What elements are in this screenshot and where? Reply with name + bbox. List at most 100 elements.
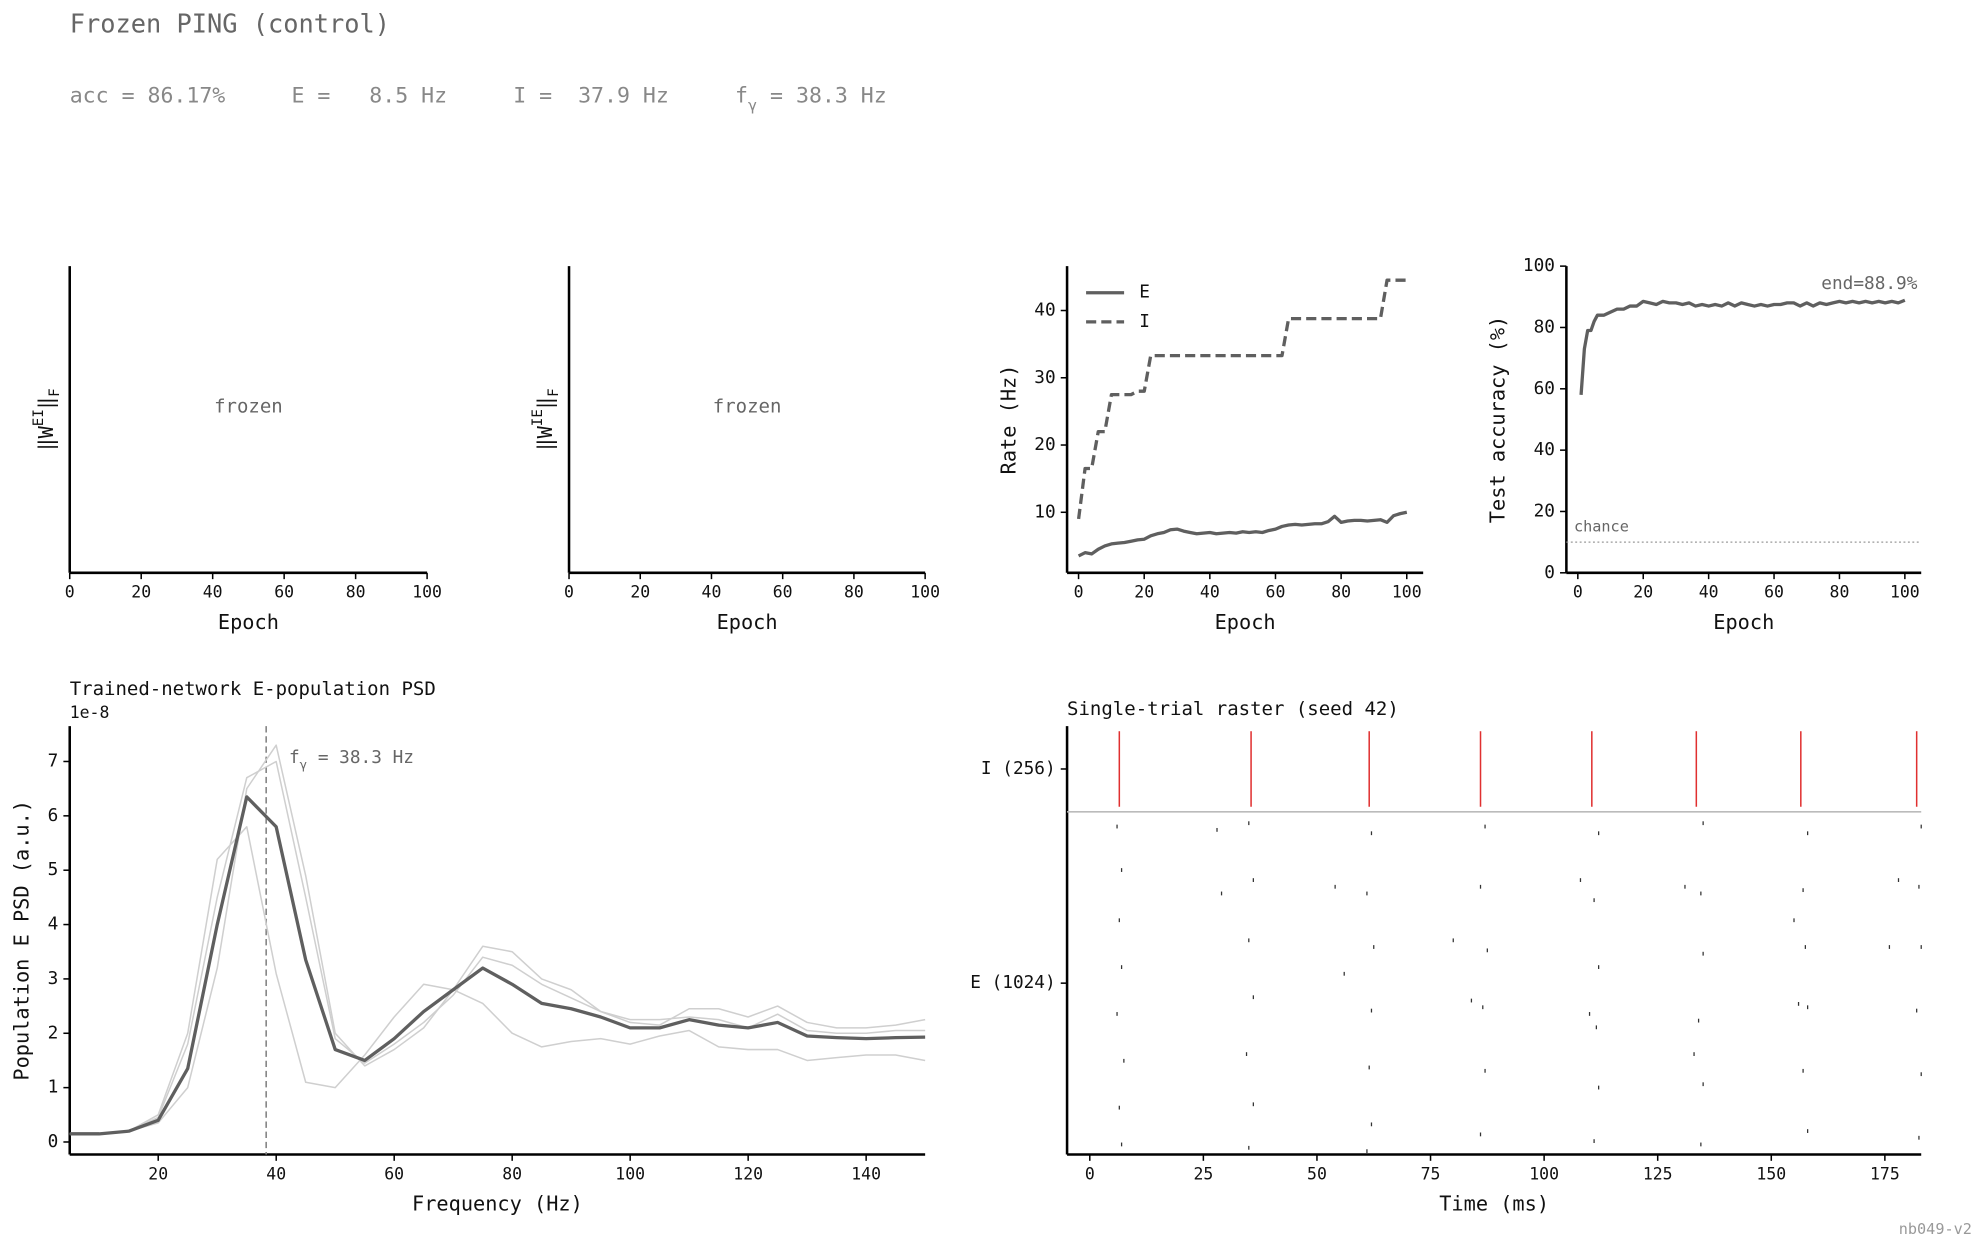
e-spike [1918, 884, 1920, 889]
series-line [1077, 510, 1408, 558]
x-tick-label: 100 [615, 1164, 645, 1183]
stat-part: f [735, 83, 748, 108]
x-tick-label: 60 [384, 1164, 404, 1183]
series-line [69, 744, 926, 1135]
e-spike [1797, 1001, 1800, 1006]
y-tick-label: 100 [1523, 256, 1555, 276]
stat-part: = 38.3 Hz [757, 83, 887, 108]
e-spike [1598, 831, 1600, 836]
y-axis-label: Rate (Hz) [997, 365, 1021, 475]
e-spike [1897, 878, 1900, 882]
annotation: frozen [713, 395, 782, 417]
e-spike [1920, 824, 1922, 829]
e-spike [1252, 1102, 1254, 1107]
e-spike [1370, 1122, 1373, 1127]
e-spike [1368, 1065, 1370, 1070]
y-tick-label: 40 [1534, 440, 1555, 460]
e-spike [1702, 821, 1704, 826]
e-spike [1593, 1139, 1595, 1144]
e-spike [1684, 884, 1686, 889]
x-tick-label: 20 [630, 583, 650, 602]
series-line [1076, 278, 1407, 520]
e-spike [1802, 1068, 1804, 1073]
y-axis-label-part: IE [530, 409, 546, 426]
figure-title: Frozen PING (control) [70, 8, 390, 38]
x-tick-label: 80 [502, 1164, 522, 1183]
y-tick-label: 60 [1534, 379, 1555, 399]
e-spike [1216, 827, 1218, 832]
series-line [69, 826, 926, 1135]
end-label: end=88.9% [1821, 274, 1917, 294]
x-tick-label: 40 [203, 583, 223, 602]
x-tick-label: 80 [1830, 583, 1850, 602]
x-tick-label: 80 [346, 583, 366, 602]
x-tick-label: 120 [733, 1164, 763, 1183]
e-spike [1120, 1142, 1123, 1147]
e-spike [1470, 998, 1473, 1003]
chance-label: chance [1574, 517, 1629, 535]
e-spike [1482, 1005, 1484, 1010]
e-spike [1806, 831, 1809, 836]
e-spike [1248, 938, 1250, 943]
y-tick-label: 0 [1544, 563, 1555, 583]
x-tick-label: 20 [1633, 583, 1653, 602]
e-spike [1118, 1105, 1120, 1110]
x-tick-label: 0 [65, 583, 75, 602]
e-spike [1452, 938, 1454, 943]
e-spike [1118, 918, 1120, 923]
panel-title: Single-trial raster (seed 42) [1067, 698, 1399, 720]
x-tick-label: 100 [412, 583, 442, 602]
series-line [1579, 298, 1906, 396]
y-tick-label: E (1024) [970, 973, 1055, 993]
annotation: frozen [214, 395, 283, 417]
x-tick-label: 60 [274, 583, 294, 602]
x-tick-label: 80 [844, 583, 864, 602]
x-tick-label: 60 [773, 583, 793, 602]
e-spike [1918, 1135, 1920, 1140]
y-axis-label-part: F [546, 388, 562, 397]
y-axis-label-part: ‖ [33, 397, 57, 409]
y-axis-label: ‖WEI‖F [31, 388, 63, 450]
y-tick-label: 3 [48, 969, 59, 989]
e-spike [1484, 824, 1486, 829]
y-axis-label: Population E PSD (a.u.) [9, 800, 33, 1081]
x-tick-label: 40 [702, 583, 722, 602]
y-tick-label: 20 [1534, 501, 1555, 521]
e-spike [1486, 948, 1488, 953]
y-tick-label: 10 [1034, 502, 1055, 522]
e-spike [1120, 868, 1123, 872]
footer: nb049-v2 [1899, 1220, 1972, 1238]
series-line [69, 795, 926, 1136]
e-spike [1252, 995, 1254, 1000]
y-axis-label-part: ‖W [533, 425, 557, 450]
e-spike [1479, 884, 1482, 889]
y-axis-label-part: ‖ [533, 397, 557, 409]
e-spike [1116, 824, 1118, 829]
e-spike [1693, 1052, 1695, 1056]
x-tick-label: 50 [1307, 1164, 1327, 1183]
x-tick-label: 140 [851, 1164, 881, 1183]
x-tick-label: 100 [1890, 583, 1920, 602]
e-spike [1793, 918, 1795, 923]
y-axis-label-part: ‖W [33, 425, 57, 450]
e-spike [1366, 1149, 1368, 1154]
e-spike [1920, 1072, 1922, 1077]
e-spike [1916, 1008, 1918, 1013]
e-spike [1479, 1132, 1482, 1137]
e-spike [1806, 1005, 1809, 1010]
panel-title: Trained-network E-population PSD [70, 678, 436, 700]
x-tick-label: 40 [266, 1164, 286, 1183]
e-spike [1888, 945, 1891, 949]
x-tick-label: 80 [1331, 583, 1351, 602]
y-tick-label: 7 [48, 751, 59, 771]
stat: E = 8.5 Hz [291, 83, 447, 108]
e-spike [1370, 1008, 1373, 1013]
e-spike [1598, 965, 1600, 969]
e-spike [1220, 891, 1223, 896]
e-spike [1702, 951, 1704, 956]
stat: acc = 86.17% [70, 83, 226, 108]
y-axis-label-part: EI [31, 409, 47, 426]
e-spike [1248, 821, 1250, 826]
x-tick-label: 125 [1643, 1164, 1673, 1183]
